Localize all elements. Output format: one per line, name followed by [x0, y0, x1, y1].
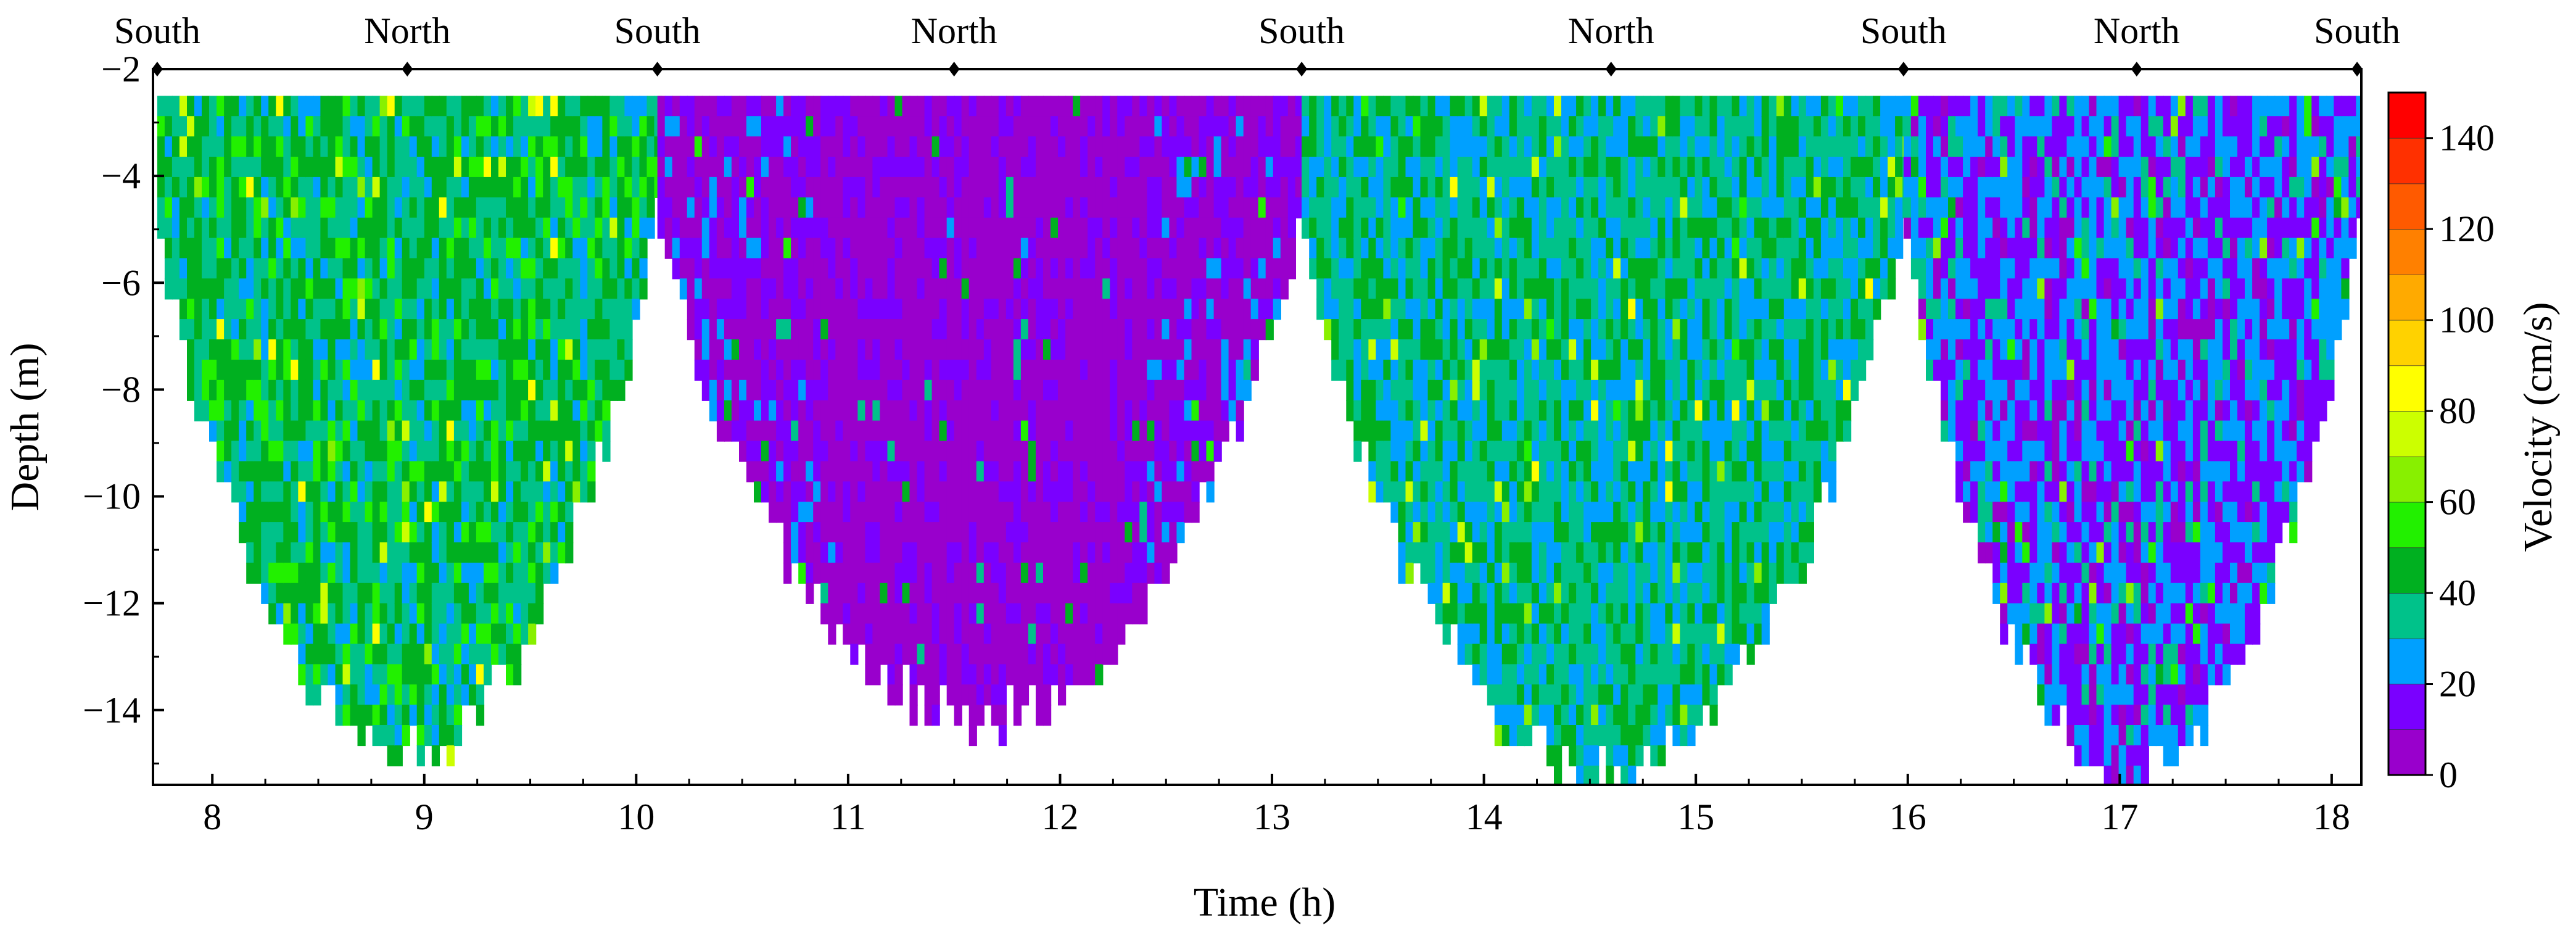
colorbar-segment: [2388, 229, 2425, 275]
colorbar-segment: [2388, 365, 2425, 412]
transect-marker: [2351, 62, 2363, 77]
x-tick-label: 12: [1041, 797, 1078, 837]
transect-marker: [1605, 62, 1617, 77]
transect-marker: [1296, 62, 1308, 77]
x-tick-label: 16: [1889, 797, 1926, 837]
plot-frame: [152, 68, 2363, 786]
colorbar-segment: [2388, 274, 2425, 320]
colorbar-segment: [2388, 638, 2425, 684]
colorbar-tick-label: 40: [2439, 573, 2476, 613]
colorbar-segment: [2388, 684, 2425, 730]
transect-markers: South North South North South North South North…: [114, 10, 2400, 77]
colorbar-tick-label: 120: [2439, 209, 2495, 249]
colorbar-segment: [2388, 138, 2425, 184]
transect-marker-label: North: [2094, 10, 2180, 51]
transect-marker: [1897, 62, 1909, 77]
y-tick-label: −6: [101, 262, 141, 303]
transect-marker: [151, 62, 163, 77]
colorbar-segment: [2388, 320, 2425, 366]
colorbar-segment: [2388, 547, 2425, 594]
x-tick-label: 10: [617, 797, 654, 837]
transect-4-field: [1903, 96, 2361, 785]
colorbar: 0 20 40 60 80 100 120 140: [2387, 91, 2495, 795]
transect-marker: [651, 62, 663, 77]
colorbar-segment: [2388, 593, 2425, 639]
y-axis: −2 −4 −6 −8 −10 −12 −14: [83, 49, 164, 764]
colorbar-tick-label: 140: [2439, 118, 2495, 159]
y-tick-label: −2: [101, 49, 141, 89]
colorbar-tick-label: 20: [2439, 664, 2476, 705]
colorbar-tick-label: 60: [2439, 482, 2476, 523]
colorbar-segment: [2388, 502, 2425, 548]
x-tick-label: 17: [2101, 797, 2138, 837]
y-tick-label: −8: [101, 369, 141, 410]
colorbar-segment: [2388, 183, 2425, 230]
colorbar-title: Velocity (cm/s): [2516, 302, 2561, 552]
colorbar-segment: [2388, 93, 2425, 138]
transect-marker-label: South: [114, 10, 200, 51]
colorbar-border: [2387, 91, 2427, 776]
y-tick-label: −4: [101, 155, 141, 196]
transect-marker-label: North: [364, 10, 450, 51]
transect-marker-label: South: [614, 10, 701, 51]
transect-marker-label: South: [1258, 10, 1345, 51]
y-tick-label: −14: [83, 690, 141, 731]
transect-marker-label: North: [1568, 10, 1654, 51]
transect-2-field: [657, 96, 1303, 747]
transect-marker: [402, 62, 413, 77]
x-tick-label: 15: [1677, 797, 1714, 837]
x-tick-label: 8: [203, 797, 221, 837]
y-tick-label: −12: [83, 583, 141, 624]
x-tick-label: 18: [2313, 797, 2350, 837]
transect-marker-label: South: [2314, 10, 2400, 51]
x-axis-title: Time (h): [1194, 880, 1335, 925]
colorbar-tick-label: 100: [2439, 300, 2495, 341]
transect-marker-label: North: [911, 10, 997, 51]
transect-marker: [2131, 62, 2142, 77]
colorbar-segment: [2388, 729, 2425, 775]
x-tick-label: 9: [415, 797, 434, 837]
x-tick-label: 14: [1466, 797, 1503, 837]
colorbar-tick-label: 80: [2439, 391, 2476, 431]
transect-marker-label: South: [1860, 10, 1947, 51]
x-tick-label: 13: [1253, 797, 1290, 837]
y-tick-label: −10: [83, 476, 141, 517]
transect-1-field: [157, 96, 663, 766]
x-axis: 8 9 10 11 12 13 14 15 16 17 18: [203, 774, 2350, 837]
y-axis-title: Depth (m): [2, 342, 47, 511]
transect-marker: [948, 62, 960, 77]
colorbar-tick-label: 0: [2439, 755, 2458, 795]
transect-3-field: [1302, 96, 1911, 785]
colorbar-segment: [2388, 456, 2425, 502]
plot-border: [152, 68, 2363, 786]
velocity-field: [157, 96, 2361, 785]
x-tick-label: 11: [830, 797, 866, 837]
colorbar-segment: [2388, 411, 2425, 457]
